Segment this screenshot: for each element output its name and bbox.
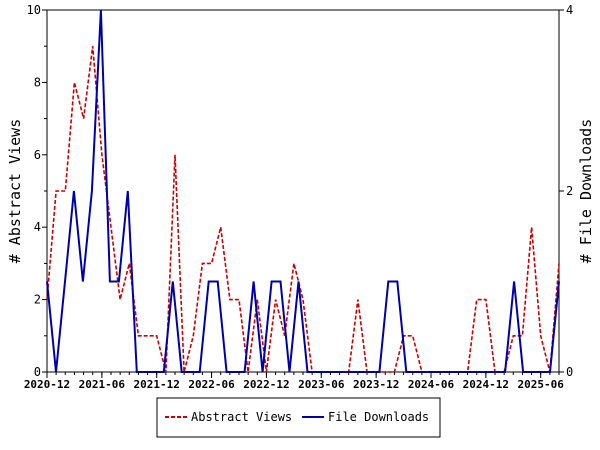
x-tick-label: 2020-12 [24,378,70,391]
plot-area [46,9,560,373]
series-layer [46,9,560,373]
y-left-tick-label: 6 [34,148,41,162]
y-axis-right-title: # File Downloads [577,119,595,264]
legend: Abstract Views File Downloads [156,397,441,438]
y-right-tick-label: 4 [566,3,573,17]
x-tick-label: 2023-06 [298,378,345,391]
x-tick-label: 2024-12 [463,378,509,391]
y-right-tick-label: 2 [566,184,573,198]
x-tick-label: 2022-12 [243,378,289,391]
x-tick-label: 2023-12 [353,378,399,391]
x-tick-label: 2021-06 [79,378,126,391]
x-tick-label: 2024-06 [408,378,455,391]
legend-box [156,397,441,438]
y-left-tick-label: 10 [27,3,41,17]
ticks-layer: 0 2 4 6 8 10 0 2 4 2020-12 2021-06 2021-12 2022-06 20… [24,3,573,391]
legend-label-file-downloads: File Downloads [328,410,429,424]
y-left-tick-label: 0 [34,365,41,379]
y-left-tick-label: 8 [34,75,41,89]
x-tick-label: 2021-12 [134,378,180,391]
x-tick-label: 2025-06 [518,378,565,391]
y-left-tick-label: 4 [34,220,41,234]
legend-label-abstract-views: Abstract Views [191,410,292,424]
x-tick-label: 2022-06 [188,378,235,391]
y-axis-left-title: # Abstract Views [6,119,24,264]
series-line-file-downloads [46,9,560,373]
y-left-tick-label: 2 [34,293,41,307]
y-right-tick-label: 0 [566,365,573,379]
